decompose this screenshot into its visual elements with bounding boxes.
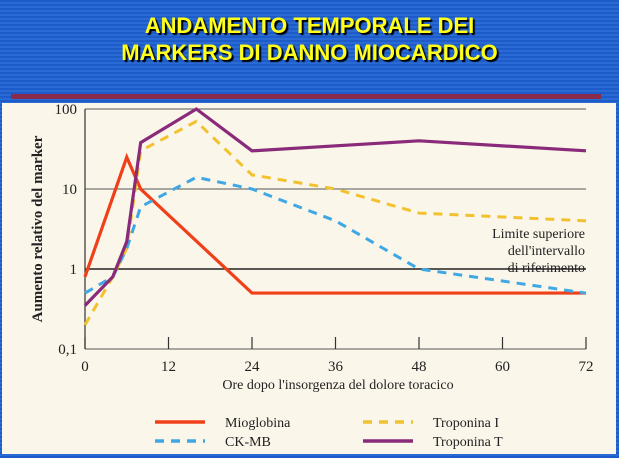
x-tick-label: 24 <box>245 359 261 375</box>
chart-panel <box>2 103 616 454</box>
legend-label: Mioglobina <box>225 416 291 431</box>
x-tick-label: 0 <box>81 359 89 375</box>
x-axis-label: Ore dopo l'insorgenza del dolore toracic… <box>222 378 453 393</box>
x-tick-label: 72 <box>579 359 594 375</box>
annotation-line-1: Limite superiore <box>492 227 585 242</box>
annotation-line-3: di riferimento <box>508 261 585 276</box>
legend-label: Troponina T <box>433 435 503 450</box>
x-tick-label: 60 <box>495 359 510 375</box>
title-divider <box>11 94 601 99</box>
slide-title: ANDAMENTO TEMPORALE DEI MARKERS DI DANNO… <box>0 12 619 66</box>
legend-label: Troponina I <box>433 416 499 431</box>
y-tick-label: 10 <box>62 182 77 198</box>
y-tick-label: 0,1 <box>58 342 77 358</box>
x-tick-label: 12 <box>161 359 176 375</box>
x-tick-label: 48 <box>412 359 427 375</box>
y-tick-label: 100 <box>55 102 78 118</box>
series-line-mioglobina <box>83 152 586 295</box>
series-line-troponina-t <box>83 107 587 307</box>
y-tick-label: 1 <box>70 262 78 278</box>
title-line-1: ANDAMENTO TEMPORALE DEI <box>144 13 475 38</box>
annotation-line-2: dell'intervallo <box>508 244 585 259</box>
x-tick-label: 36 <box>328 359 344 375</box>
y-axis-label: Aumento relativo del marker <box>30 135 46 322</box>
title-line-2: MARKERS DI DANNO MIOCARDICO <box>121 40 498 65</box>
legend-label: CK-MB <box>225 435 271 450</box>
